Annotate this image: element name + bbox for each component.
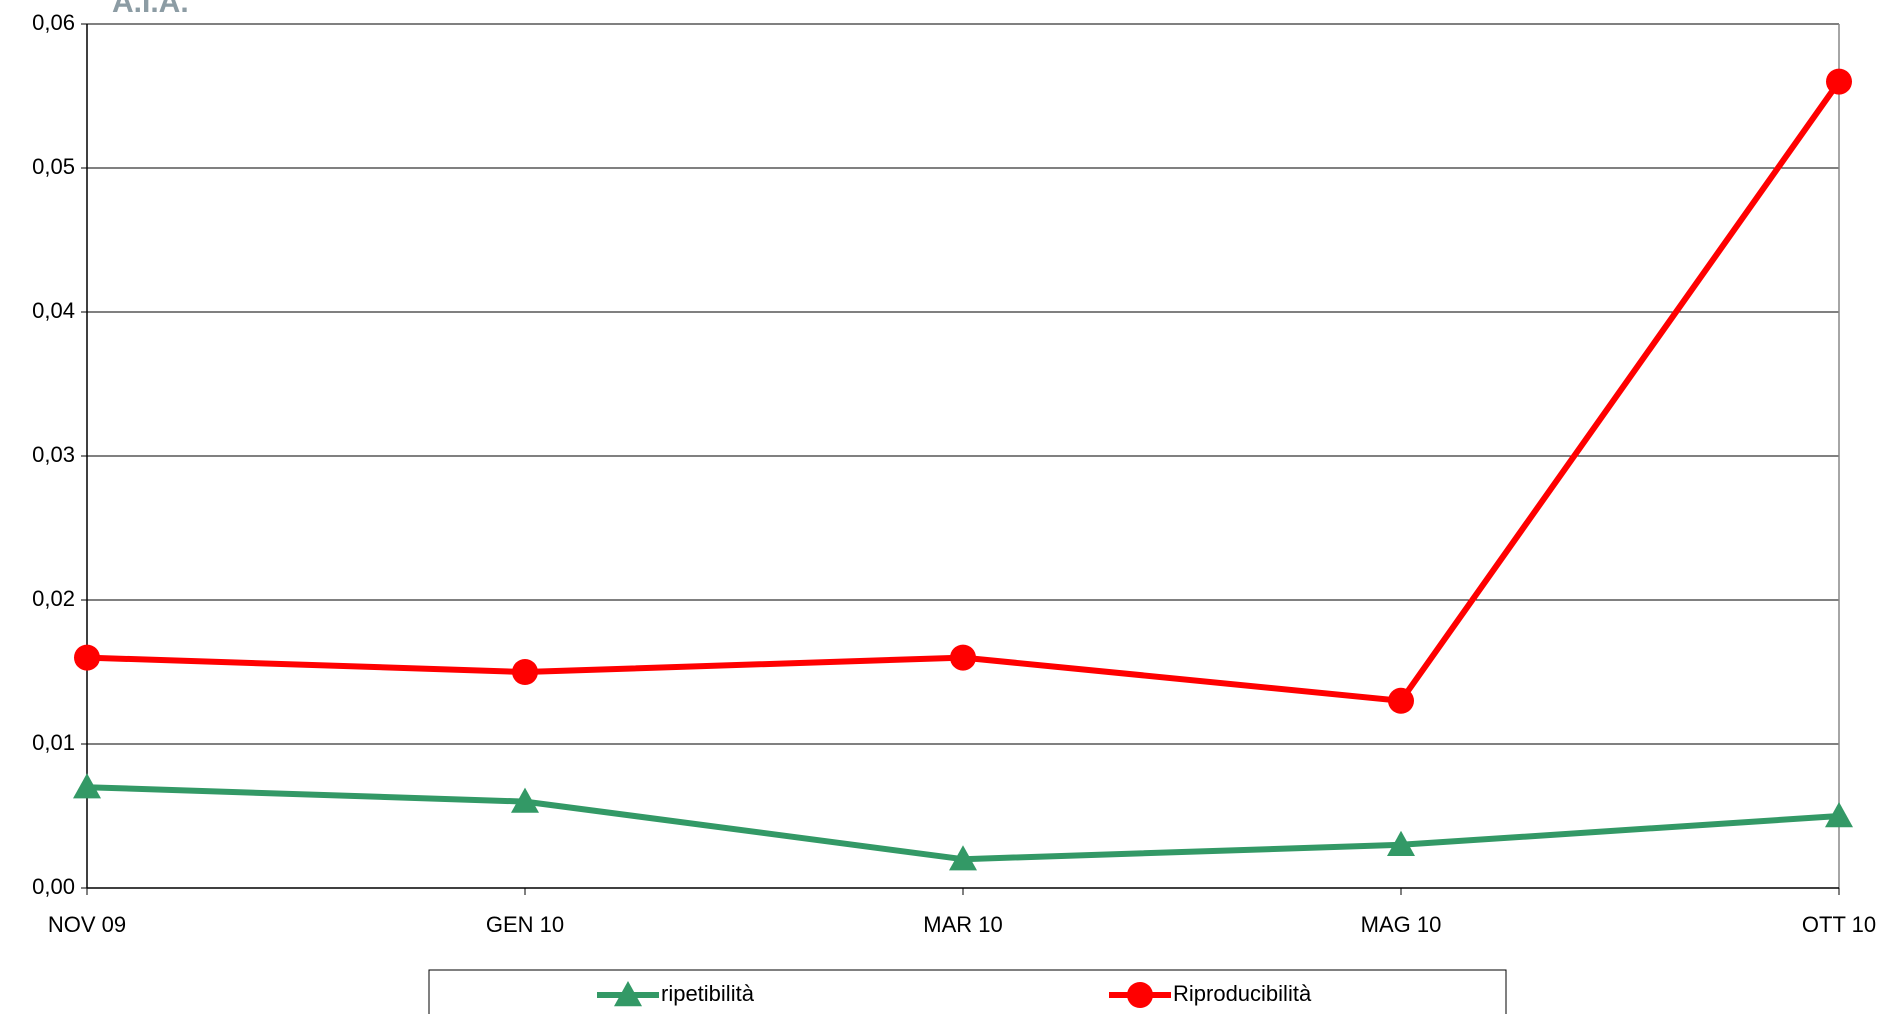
- x-tick-label: MAR 10: [923, 912, 1002, 937]
- data-point: [74, 644, 100, 671]
- logo: A.I.A.: [112, 0, 189, 19]
- data-point: [73, 773, 101, 799]
- y-tick-label: 0,04: [32, 298, 75, 323]
- data-point: [1387, 830, 1415, 856]
- y-tick-label: 0,03: [32, 442, 75, 467]
- legend-box: [428, 969, 1507, 1014]
- data-point: [1388, 687, 1414, 714]
- x-tick-label: GEN 10: [486, 912, 564, 937]
- data-point: [949, 845, 977, 871]
- legend-label: Riproducibilità: [1173, 981, 1312, 1006]
- legend-marker: [1127, 982, 1153, 1008]
- y-tick-label: 0,01: [32, 730, 75, 755]
- legend-label: ripetibilità: [661, 981, 755, 1006]
- data-point: [1826, 68, 1852, 95]
- x-tick-label: OTT 10: [1802, 912, 1876, 937]
- x-tick-label: NOV 09: [48, 912, 126, 937]
- y-tick-label: 0,06: [32, 10, 75, 35]
- x-tick-label: MAG 10: [1361, 912, 1442, 937]
- data-point: [511, 787, 539, 813]
- y-tick-label: 0,00: [32, 874, 75, 899]
- y-tick-label: 0,02: [32, 586, 75, 611]
- data-point: [1825, 802, 1853, 828]
- data-point: [950, 644, 976, 671]
- data-point: [512, 659, 538, 685]
- y-tick-label: 0,05: [32, 154, 75, 179]
- legend-marker: [614, 981, 642, 1007]
